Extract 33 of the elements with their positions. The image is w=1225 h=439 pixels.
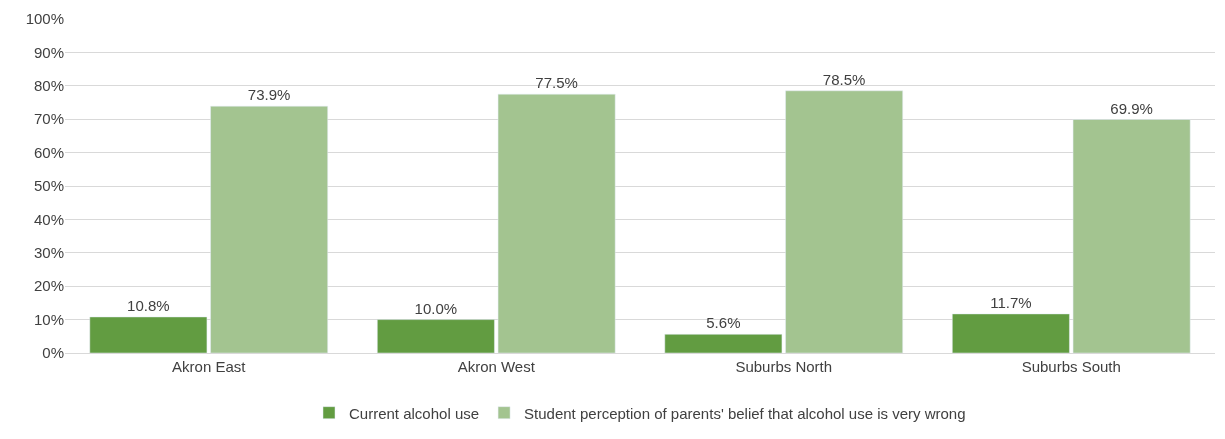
legend-label: Student perception of parents' belief that alcohol use is very wrong (524, 404, 966, 422)
legend-label: Current alcohol use (349, 404, 480, 422)
x-tick-label: Akron East (172, 358, 247, 375)
data-label: 10.0% (414, 299, 458, 317)
bar (952, 313, 1070, 353)
y-tick-label: 80% (33, 77, 64, 95)
bar (1072, 119, 1191, 353)
y-tick-label: 60% (33, 143, 64, 161)
data-label: 69.9% (1110, 99, 1153, 117)
bar (664, 334, 783, 353)
y-tick-label: 40% (33, 210, 64, 228)
y-tick-label: 0% (42, 344, 64, 362)
y-tick-label: 70% (33, 110, 64, 128)
bar (497, 93, 616, 353)
y-tick-label: 10% (33, 310, 64, 328)
data-label: 73.9% (247, 86, 291, 104)
y-tick-label: 20% (33, 277, 64, 295)
bar (785, 90, 903, 353)
x-tick-label: Suburbs North (735, 358, 833, 375)
x-tick-label: Akron West (457, 358, 536, 375)
data-label: 5.6% (706, 314, 741, 332)
bar (210, 105, 328, 353)
x-tick-label: Suburbs South (1021, 358, 1121, 375)
data-label: 11.7% (990, 293, 1032, 311)
data-label: 77.5% (535, 74, 578, 92)
y-tick-label: 30% (33, 244, 64, 262)
bar (377, 319, 495, 353)
bar (89, 316, 208, 353)
y-tick-label: 50% (33, 177, 64, 195)
data-label: 78.5% (822, 70, 866, 88)
y-tick-label: 100% (25, 10, 64, 28)
data-label: 10.8% (127, 296, 170, 314)
y-tick-label: 90% (33, 43, 64, 61)
